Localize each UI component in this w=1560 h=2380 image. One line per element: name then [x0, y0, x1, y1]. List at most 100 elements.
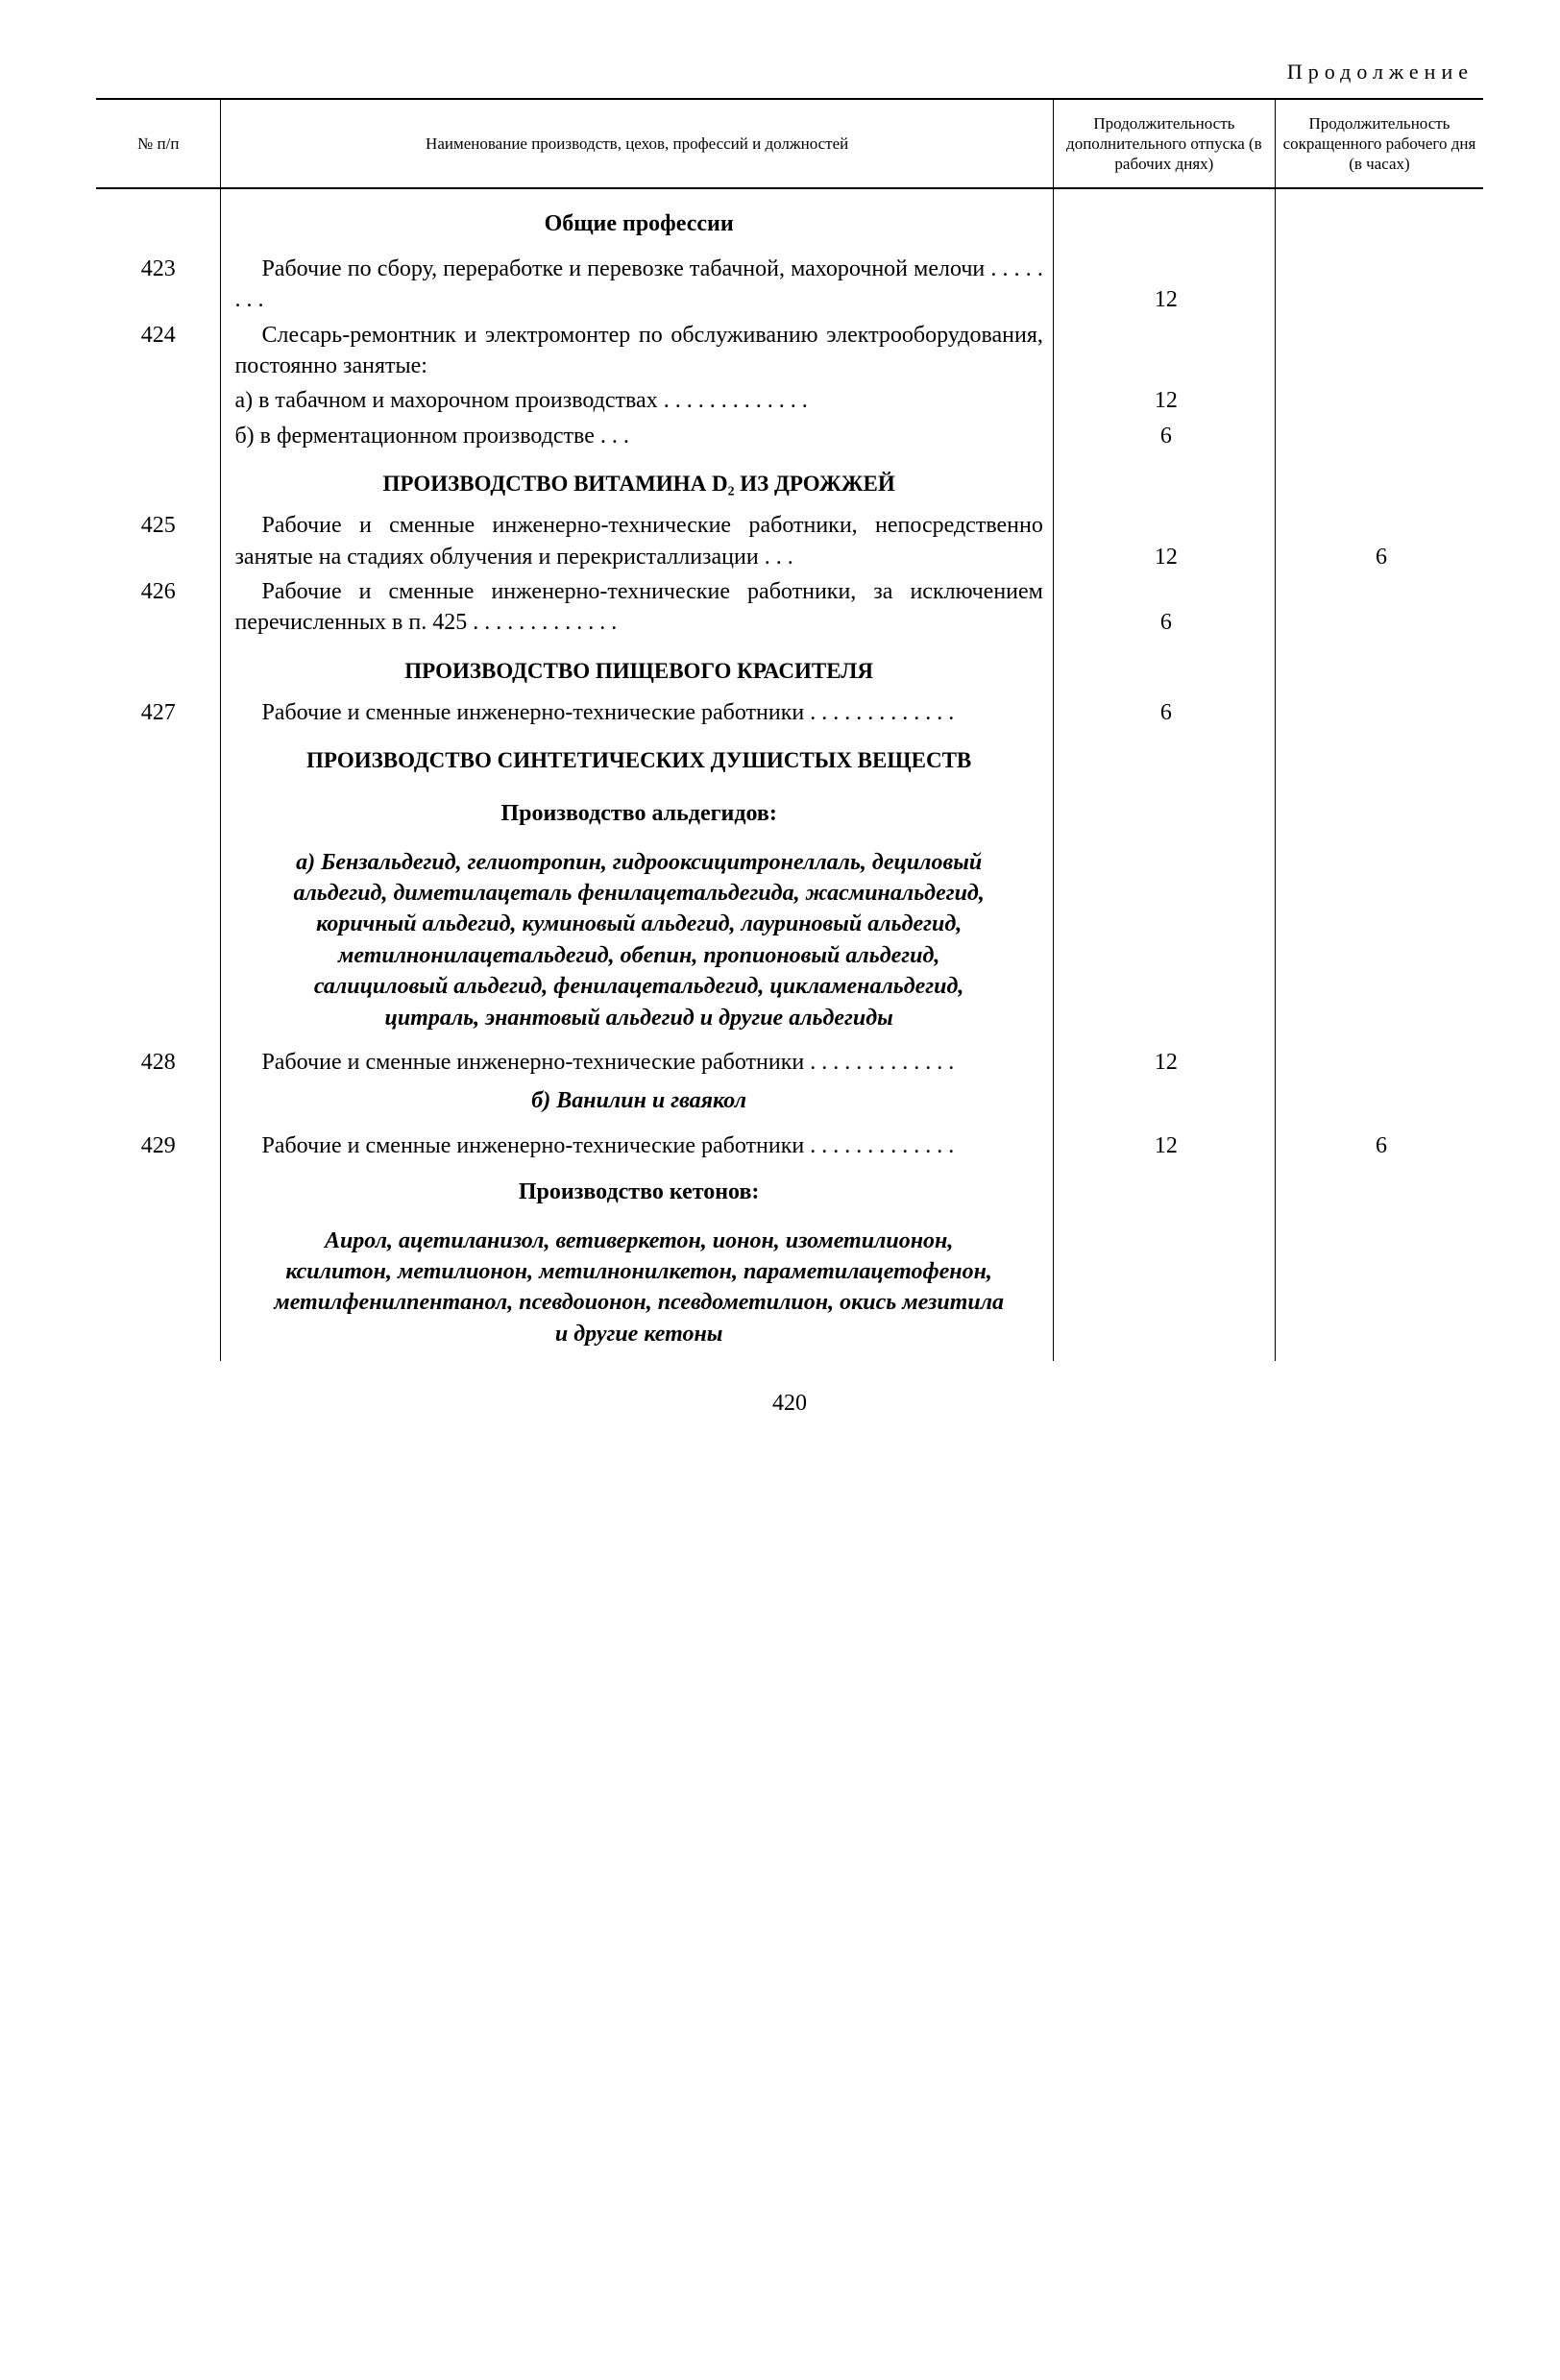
sub-heading: Производство альдегидов: — [234, 787, 1042, 838]
cell-hours — [1275, 695, 1483, 730]
cell-leave — [1053, 730, 1275, 785]
table-row: 424Слесарь-ремонтник и электромонтер по … — [96, 318, 1483, 384]
cell-num — [96, 1220, 221, 1362]
cell-leave — [1053, 453, 1275, 508]
cell-hours — [1275, 1163, 1483, 1219]
cell-leave — [1053, 641, 1275, 695]
section-heading: ПРОИЗВОДСТВО СИНТЕТИЧЕСКИХ ДУШИСТЫХ ВЕЩЕ… — [234, 732, 1042, 783]
cell-leave — [1053, 318, 1275, 384]
cell-desc: ПРОИЗВОДСТВО ВИТАМИНА D₂ ИЗ ДРОЖЖЕЙ — [221, 453, 1053, 508]
table-row: б) в ферментационном производстве 6 — [96, 419, 1483, 453]
header-desc: Наименование производств, цехов, професс… — [221, 99, 1053, 189]
cell-desc: Рабочие и сменные инженерно-технические … — [221, 1129, 1053, 1163]
cell-desc: ПРОИЗВОДСТВО СИНТЕТИЧЕСКИХ ДУШИСТЫХ ВЕЩЕ… — [221, 730, 1053, 785]
cell-num — [96, 785, 221, 840]
table-row: ПРОИЗВОДСТВО ПИЩЕВОГО КРАСИТЕЛЯ — [96, 641, 1483, 695]
cell-leave — [1053, 1163, 1275, 1219]
header-hours: Продолжи­тельность сокращен­ного рабо­че… — [1275, 99, 1483, 189]
entry-text: Рабочие и сменные инженерно-технические … — [234, 1130, 1042, 1161]
cell-hours: 6 — [1275, 1129, 1483, 1163]
cell-hours — [1275, 318, 1483, 384]
cell-desc: Рабочие и сменные инженерно-технические … — [221, 508, 1053, 574]
table-row: ПРОИЗВОДСТВО СИНТЕТИЧЕСКИХ ДУШИСТЫХ ВЕЩЕ… — [96, 730, 1483, 785]
cell-num — [96, 841, 221, 1045]
cell-num — [96, 730, 221, 785]
cell-hours — [1275, 419, 1483, 453]
cell-desc: а) Бензальдегид, гелиотропин, гидрооксиц… — [221, 841, 1053, 1045]
cell-leave: 12 — [1053, 508, 1275, 574]
cell-hours — [1275, 730, 1483, 785]
section-heading: ПРОИЗВОДСТВО ВИТАМИНА D₂ ИЗ ДРОЖЖЕЙ — [234, 455, 1042, 506]
cell-desc: Рабочие и сменные инженерно-технические … — [221, 574, 1053, 641]
entry-text: Слесарь-ремонтник и электромонтер по обс… — [234, 320, 1042, 382]
cell-leave: 6 — [1053, 574, 1275, 641]
section-heading: Общие профессии — [234, 191, 1042, 249]
cell-num: 426 — [96, 574, 221, 641]
cell-num — [96, 1080, 221, 1128]
table-row: Производство кетонов: — [96, 1163, 1483, 1219]
cell-leave: 12 — [1053, 252, 1275, 318]
table-row: 426Рабочие и сменные инженерно-техническ… — [96, 574, 1483, 641]
cell-leave — [1053, 785, 1275, 840]
cell-hours — [1275, 574, 1483, 641]
cell-num: 423 — [96, 252, 221, 318]
italic-block: Аирол, ацетиланизол, ветиверкетон, ионон… — [234, 1222, 1042, 1360]
cell-leave — [1053, 841, 1275, 1045]
table-row: 423Рабочие по сбору, переработке и перев… — [96, 252, 1483, 318]
table-row: ПРОИЗВОДСТВО ВИТАМИНА D₂ ИЗ ДРОЖЖЕЙ — [96, 453, 1483, 508]
entry-text: Рабочие по сбору, переработке и перевозк… — [234, 254, 1042, 316]
cell-num — [96, 419, 221, 453]
entry-text: Рабочие и сменные инженерно-технические … — [234, 510, 1042, 572]
cell-leave: 12 — [1053, 1129, 1275, 1163]
cell-desc: ПРОИЗВОДСТВО ПИЩЕВОГО КРАСИТЕЛЯ — [221, 641, 1053, 695]
cell-num: 428 — [96, 1045, 221, 1080]
italic-block: а) Бензальдегид, гелиотропин, гидрооксиц… — [234, 843, 1042, 1043]
page-number: 420 — [96, 1388, 1483, 1419]
cell-hours — [1275, 453, 1483, 508]
entry-text: а) в табачном и махорочном производст­ва… — [234, 385, 1042, 416]
sub-heading: Производство кетонов: — [234, 1165, 1042, 1217]
cell-num: 425 — [96, 508, 221, 574]
cell-desc: Общие профессии — [221, 188, 1053, 251]
table-row: а) Бензальдегид, гелиотропин, гидрооксиц… — [96, 841, 1483, 1045]
header-num: № п/п — [96, 99, 221, 189]
italic-block: б) Ванилин и гваякол — [234, 1081, 1042, 1126]
cell-desc: б) в ферментационном производстве — [221, 419, 1053, 453]
table-row: Общие профессии — [96, 188, 1483, 251]
cell-num — [96, 1163, 221, 1219]
table-row: 425Рабочие и сменные инженерно-техническ… — [96, 508, 1483, 574]
cell-desc: Производство альдегидов: — [221, 785, 1053, 840]
section-heading: ПРОИЗВОДСТВО ПИЩЕВОГО КРАСИТЕЛЯ — [234, 643, 1042, 693]
cell-hours — [1275, 785, 1483, 840]
cell-num — [96, 383, 221, 418]
cell-num: 427 — [96, 695, 221, 730]
entry-text: б) в ферментационном производстве — [234, 421, 1042, 451]
cell-hours — [1275, 383, 1483, 418]
table-row: Аирол, ацетиланизол, ветиверкетон, ионон… — [96, 1220, 1483, 1362]
cell-hours — [1275, 1220, 1483, 1362]
cell-hours — [1275, 1080, 1483, 1128]
cell-leave: 12 — [1053, 1045, 1275, 1080]
table-row: 428Рабочие и сменные инженерно-техническ… — [96, 1045, 1483, 1080]
entry-text: Рабочие и сменные инженерно-технические … — [234, 697, 1042, 728]
cell-num: 424 — [96, 318, 221, 384]
continuation-label: Продолжение — [96, 58, 1483, 86]
table-row: а) в табачном и махорочном производст­ва… — [96, 383, 1483, 418]
cell-desc: а) в табачном и махорочном производст­ва… — [221, 383, 1053, 418]
cell-num: 429 — [96, 1129, 221, 1163]
header-row: № п/п Наименование производств, цехов, п… — [96, 99, 1483, 189]
cell-leave — [1053, 188, 1275, 251]
main-table: № п/п Наименование производств, цехов, п… — [96, 98, 1483, 1361]
cell-num — [96, 453, 221, 508]
cell-leave: 6 — [1053, 695, 1275, 730]
cell-num — [96, 188, 221, 251]
cell-hours — [1275, 641, 1483, 695]
cell-hours — [1275, 1045, 1483, 1080]
table-row: Производство альдегидов: — [96, 785, 1483, 840]
cell-hours — [1275, 841, 1483, 1045]
cell-desc: Рабочие и сменные инженерно-технические … — [221, 695, 1053, 730]
cell-desc: Рабочие и сменные инженерно-технические … — [221, 1045, 1053, 1080]
table-row: б) Ванилин и гваякол — [96, 1080, 1483, 1128]
cell-leave: 6 — [1053, 419, 1275, 453]
cell-leave — [1053, 1220, 1275, 1362]
